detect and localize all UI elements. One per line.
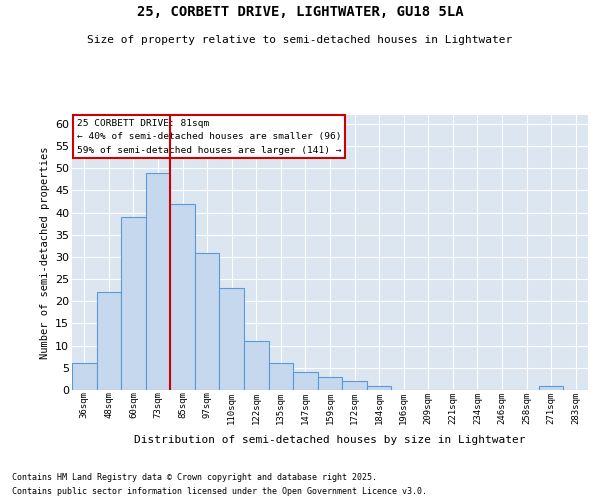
- Bar: [293, 372, 318, 390]
- Text: Contains public sector information licensed under the Open Government Licence v3: Contains public sector information licen…: [12, 488, 427, 496]
- Bar: [121, 217, 146, 390]
- Text: Contains HM Land Registry data © Crown copyright and database right 2025.: Contains HM Land Registry data © Crown c…: [12, 472, 377, 482]
- Text: Distribution of semi-detached houses by size in Lightwater: Distribution of semi-detached houses by …: [134, 435, 526, 445]
- Bar: [97, 292, 121, 390]
- Text: Size of property relative to semi-detached houses in Lightwater: Size of property relative to semi-detach…: [88, 35, 512, 45]
- Bar: [244, 341, 269, 390]
- Bar: [72, 364, 97, 390]
- Text: 25 CORBETT DRIVE: 81sqm
← 40% of semi-detached houses are smaller (96)
59% of se: 25 CORBETT DRIVE: 81sqm ← 40% of semi-de…: [77, 119, 341, 154]
- Bar: [269, 364, 293, 390]
- Bar: [146, 172, 170, 390]
- Bar: [170, 204, 195, 390]
- Y-axis label: Number of semi-detached properties: Number of semi-detached properties: [40, 146, 50, 359]
- Text: 25, CORBETT DRIVE, LIGHTWATER, GU18 5LA: 25, CORBETT DRIVE, LIGHTWATER, GU18 5LA: [137, 5, 463, 19]
- Bar: [539, 386, 563, 390]
- Bar: [195, 252, 220, 390]
- Bar: [342, 381, 367, 390]
- Bar: [220, 288, 244, 390]
- Bar: [367, 386, 391, 390]
- Bar: [318, 376, 342, 390]
